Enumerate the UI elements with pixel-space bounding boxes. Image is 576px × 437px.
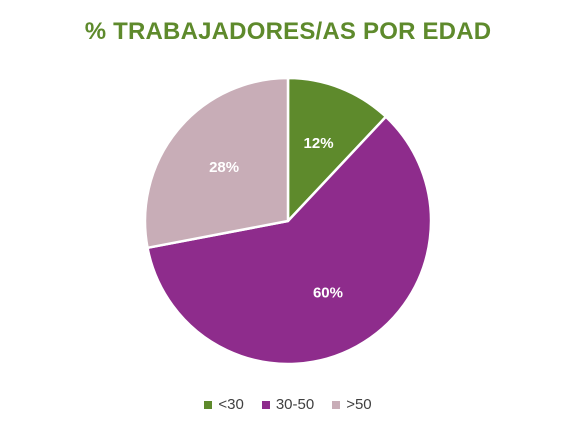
data-label-3: 28% xyxy=(209,159,239,176)
legend: <30 30-50 >50 xyxy=(0,396,576,413)
legend-swatch xyxy=(261,400,270,409)
pie-slice-1 xyxy=(286,76,388,223)
legend-item-2: 30-50 xyxy=(261,396,315,413)
legend-label: 30-50 xyxy=(275,396,315,413)
data-label-2: 60% xyxy=(313,285,343,302)
pie-slice-3 xyxy=(143,76,290,250)
data-label-1: 12% xyxy=(304,135,334,152)
legend-label: <30 xyxy=(218,396,244,413)
legend-swatch xyxy=(204,400,213,409)
legend-swatch xyxy=(332,400,341,409)
pie-slice-2 xyxy=(146,115,433,366)
legend-label: >50 xyxy=(346,396,372,413)
chart-title: % TRABAJADORES/AS POR EDAD xyxy=(84,18,492,45)
legend-item-3: >50 xyxy=(332,396,372,413)
legend-item-1: <30 xyxy=(204,396,244,413)
